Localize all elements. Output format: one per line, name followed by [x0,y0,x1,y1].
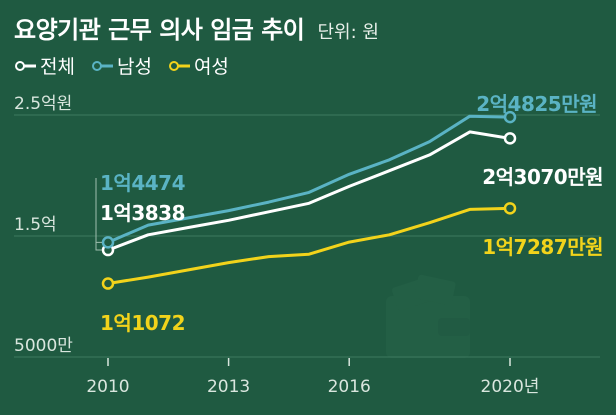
data-label-male-end: 2억4825만원 [476,92,597,116]
legend-swatch-total [15,60,36,71]
x-axis: 2010 2013 2016 2020년 [86,358,539,397]
series-layer [101,110,517,290]
data-point-female [503,202,517,215]
chart-legend: 전체 남성 여성 [14,52,229,79]
legend-item-male: 남성 [91,52,152,79]
data-point-female [101,277,115,290]
y-tick-label: 1.5억 [14,215,57,235]
data-label-male-start: 1억4474 [100,171,185,195]
data-point-male [503,110,517,124]
data-label-female-end: 1억7287만원 [482,235,603,259]
legend-label-total: 전체 [40,56,75,78]
chart-unit: 단위: 원 [317,22,379,43]
start-label-leader [95,178,102,243]
y-axis: 2.5억원 1.5억 5000만 [14,94,73,356]
data-label-layer: 1억3838 2억3070만원 1억4474 2억4825만원 1억1072 1억7287… [95,92,604,335]
grid-layer [14,114,600,358]
legend-label-female: 여성 [193,56,229,78]
y-tick-label: 2.5억원 [14,94,72,114]
x-tick-label: 2010 [86,377,129,397]
x-tick-label: 2020년 [481,377,540,397]
legend-item-female: 여성 [168,52,229,79]
data-label-total-end: 2억3070만원 [482,165,603,189]
x-tick-label: 2013 [207,377,250,397]
series-line-female [106,206,512,285]
legend-item-total: 전체 [14,52,75,79]
data-point-total [503,132,517,145]
x-tick-label: 2016 [328,377,371,397]
series-line-total [106,130,512,252]
data-label-total-start: 1억3838 [100,201,185,225]
chart-title: 요양기관 근무 의사 임금 추이 [14,16,305,44]
data-point-male [101,236,115,249]
chart-header: 요양기관 근무 의사 임금 추이 단위: 원 [14,10,379,45]
legend-swatch-male [91,60,113,71]
wallet-icon [386,274,470,358]
legend-swatch-female [168,60,190,71]
legend-label-male: 남성 [116,56,152,78]
y-tick-label: 5000만 [14,336,73,356]
data-label-female-start: 1억1072 [100,311,185,335]
series-line-male [106,114,512,244]
